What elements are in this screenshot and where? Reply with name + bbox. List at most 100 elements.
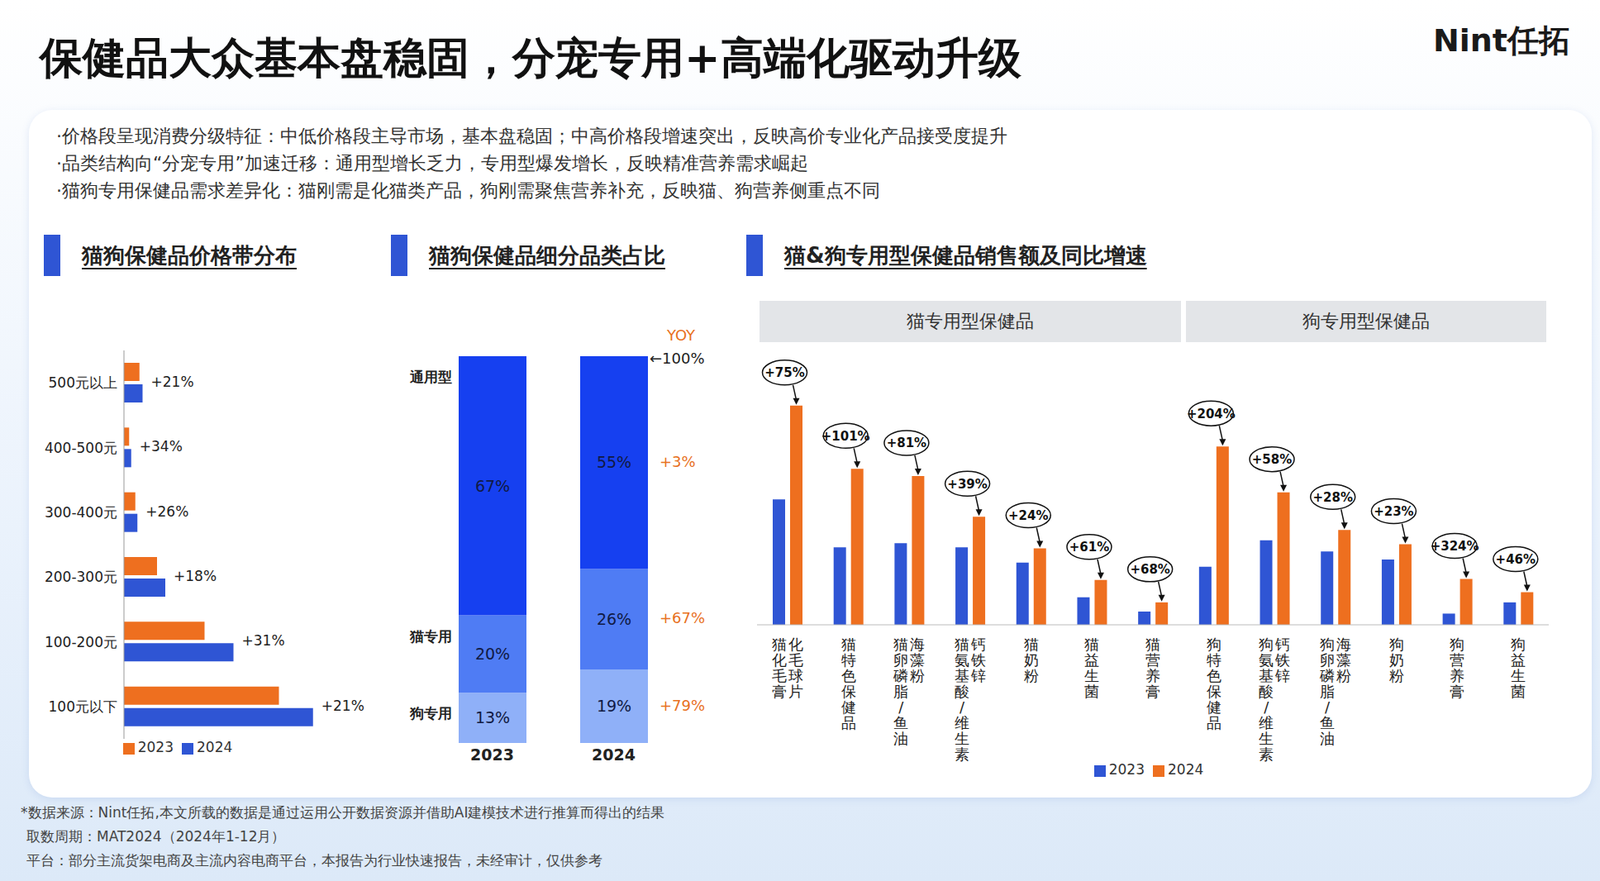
svg-text:19%: 19% bbox=[596, 696, 632, 715]
svg-text:藻: 藻 bbox=[1336, 651, 1352, 669]
svg-text:狗: 狗 bbox=[1258, 635, 1274, 653]
svg-text:+21%: +21% bbox=[321, 697, 365, 715]
svg-text:+24%: +24% bbox=[1008, 508, 1048, 524]
svg-text:特: 特 bbox=[841, 651, 857, 669]
svg-text:脂: 脂 bbox=[1319, 682, 1335, 700]
svg-text:20%: 20% bbox=[475, 644, 510, 663]
svg-text:+34%: +34% bbox=[139, 438, 183, 455]
svg-text:健: 健 bbox=[841, 698, 857, 716]
svg-text:磷: 磷 bbox=[1319, 666, 1335, 685]
svg-text:狗: 狗 bbox=[1449, 635, 1465, 653]
svg-text:菌: 菌 bbox=[1510, 682, 1526, 700]
svg-text:猫: 猫 bbox=[1084, 635, 1100, 653]
svg-text:氨: 氨 bbox=[954, 651, 970, 669]
svg-text:酸: 酸 bbox=[1258, 682, 1274, 700]
svg-text:脂: 脂 bbox=[893, 682, 909, 700]
svg-text:猫专用: 猫专用 bbox=[409, 628, 453, 645]
svg-text:生: 生 bbox=[954, 729, 970, 748]
svg-text:氨: 氨 bbox=[1258, 651, 1274, 669]
svg-text:/: / bbox=[959, 698, 966, 716]
svg-text:粉: 粉 bbox=[1389, 666, 1405, 685]
svg-text:粉: 粉 bbox=[1023, 666, 1039, 685]
svg-text:500元以上: 500元以上 bbox=[48, 374, 118, 391]
svg-text:素: 素 bbox=[954, 745, 970, 763]
svg-text:营: 营 bbox=[1449, 651, 1465, 669]
svg-text:200-300元: 200-300元 bbox=[44, 568, 118, 586]
svg-text:猫: 猫 bbox=[1145, 635, 1161, 653]
svg-text:+3%: +3% bbox=[659, 452, 696, 471]
svg-text:球: 球 bbox=[788, 666, 804, 685]
svg-text:+68%: +68% bbox=[1129, 561, 1170, 577]
svg-text:+46%: +46% bbox=[1495, 552, 1536, 567]
svg-text:膏: 膏 bbox=[1145, 682, 1161, 700]
svg-text:猫: 猫 bbox=[771, 635, 787, 653]
svg-text:猫: 猫 bbox=[1023, 635, 1039, 653]
svg-text:2023: 2023 bbox=[470, 745, 515, 764]
svg-text:←100%: ←100% bbox=[649, 349, 705, 367]
svg-text:铁: 铁 bbox=[970, 651, 986, 669]
svg-text:狗: 狗 bbox=[1389, 635, 1405, 653]
svg-text:油: 油 bbox=[1319, 729, 1335, 748]
svg-text:锌: 锌 bbox=[1274, 666, 1291, 685]
svg-text:毛: 毛 bbox=[771, 666, 787, 685]
svg-text:/: / bbox=[1263, 698, 1270, 716]
svg-text:+26%: +26% bbox=[145, 503, 189, 520]
svg-text:钙: 钙 bbox=[970, 635, 986, 653]
svg-text:粉: 粉 bbox=[909, 666, 925, 685]
svg-text:基: 基 bbox=[954, 666, 970, 685]
svg-text:维: 维 bbox=[1258, 714, 1274, 732]
svg-text:2024: 2024 bbox=[591, 745, 636, 764]
svg-text:狗: 狗 bbox=[1319, 635, 1335, 653]
svg-text:营: 营 bbox=[1145, 651, 1161, 669]
svg-text:鱼: 鱼 bbox=[1319, 714, 1335, 732]
svg-text:品: 品 bbox=[841, 714, 857, 732]
svg-text:化: 化 bbox=[771, 651, 787, 669]
svg-text:油: 油 bbox=[893, 729, 909, 748]
svg-text:+21%: +21% bbox=[151, 373, 195, 391]
svg-text:+31%: +31% bbox=[242, 632, 286, 649]
svg-text:+67%: +67% bbox=[659, 609, 705, 627]
svg-text:保: 保 bbox=[1206, 682, 1222, 700]
svg-text:+324%: +324% bbox=[1430, 538, 1480, 554]
svg-text:/: / bbox=[1324, 698, 1331, 716]
svg-text:奶: 奶 bbox=[1023, 651, 1039, 669]
svg-text:+101%: +101% bbox=[821, 428, 871, 444]
svg-text:+75%: +75% bbox=[764, 365, 805, 381]
svg-text:67%: 67% bbox=[475, 476, 510, 496]
svg-text:通用型: 通用型 bbox=[409, 368, 453, 386]
svg-text:55%: 55% bbox=[596, 452, 632, 472]
svg-text:猫: 猫 bbox=[954, 635, 970, 653]
svg-text:+204%: +204% bbox=[1186, 406, 1236, 422]
svg-text:狗: 狗 bbox=[1510, 635, 1526, 653]
svg-text:膏: 膏 bbox=[1449, 682, 1465, 700]
svg-text:26%: 26% bbox=[596, 609, 632, 629]
svg-text:+79%: +79% bbox=[659, 696, 705, 715]
svg-text:毛: 毛 bbox=[788, 651, 804, 669]
svg-text:益: 益 bbox=[1510, 651, 1526, 669]
svg-text:鱼: 鱼 bbox=[893, 714, 909, 732]
svg-text:藻: 藻 bbox=[909, 651, 925, 669]
svg-text:100元以下: 100元以下 bbox=[48, 698, 118, 715]
svg-text:益: 益 bbox=[1084, 651, 1100, 669]
svg-text:YOY: YOY bbox=[666, 326, 696, 344]
svg-text:菌: 菌 bbox=[1084, 682, 1100, 700]
svg-text:海: 海 bbox=[909, 635, 925, 653]
svg-text:13%: 13% bbox=[475, 708, 510, 727]
svg-text:特: 特 bbox=[1206, 651, 1222, 669]
svg-text:狗: 狗 bbox=[1206, 635, 1222, 653]
svg-text:色: 色 bbox=[841, 666, 857, 685]
svg-text:膏: 膏 bbox=[771, 682, 787, 700]
svg-text:色: 色 bbox=[1206, 666, 1222, 685]
svg-text:素: 素 bbox=[1258, 745, 1274, 763]
svg-text:+28%: +28% bbox=[1312, 490, 1353, 505]
svg-text:锌: 锌 bbox=[970, 666, 986, 685]
svg-text:+23%: +23% bbox=[1373, 504, 1414, 520]
svg-text:生: 生 bbox=[1084, 666, 1100, 685]
svg-text:酸: 酸 bbox=[954, 682, 970, 700]
svg-text:+39%: +39% bbox=[947, 476, 987, 492]
svg-text:保: 保 bbox=[841, 682, 857, 700]
svg-text:生: 生 bbox=[1258, 729, 1274, 748]
svg-text:猫: 猫 bbox=[893, 635, 909, 653]
svg-text:+61%: +61% bbox=[1069, 539, 1110, 555]
svg-text:/: / bbox=[898, 698, 905, 716]
